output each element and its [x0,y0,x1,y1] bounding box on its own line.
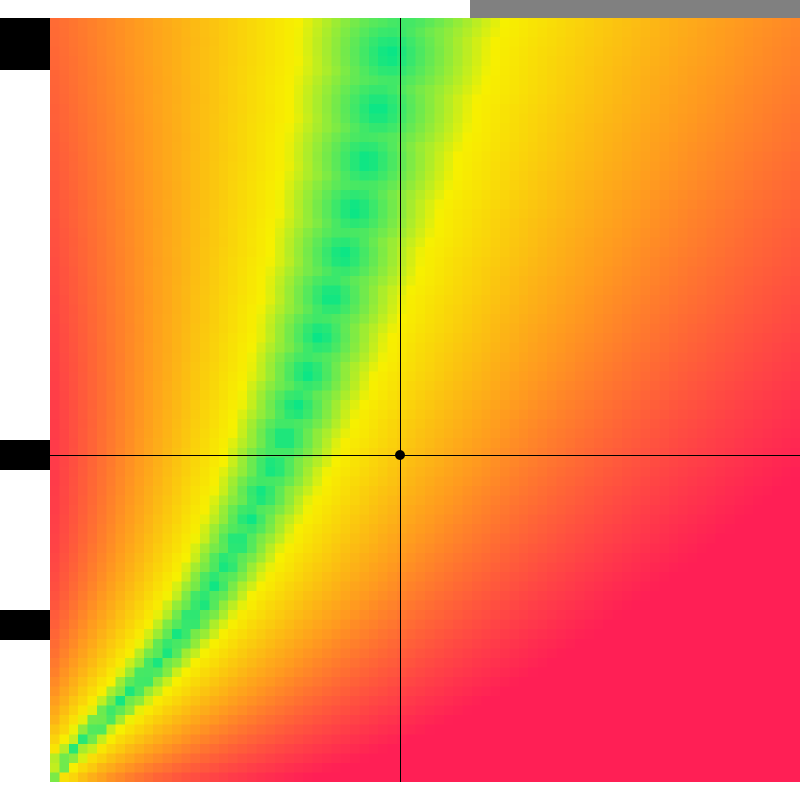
horizontal-axis-line [50,455,800,456]
left-axis-tick [0,18,50,70]
vertical-axis-line [400,18,401,782]
left-axis-tick [0,610,50,640]
heatmap-canvas [50,18,800,782]
left-axis-tick [0,440,50,470]
heatmap-chart [0,0,800,800]
origin-marker [395,450,405,460]
top-indicator-bar [470,0,800,18]
